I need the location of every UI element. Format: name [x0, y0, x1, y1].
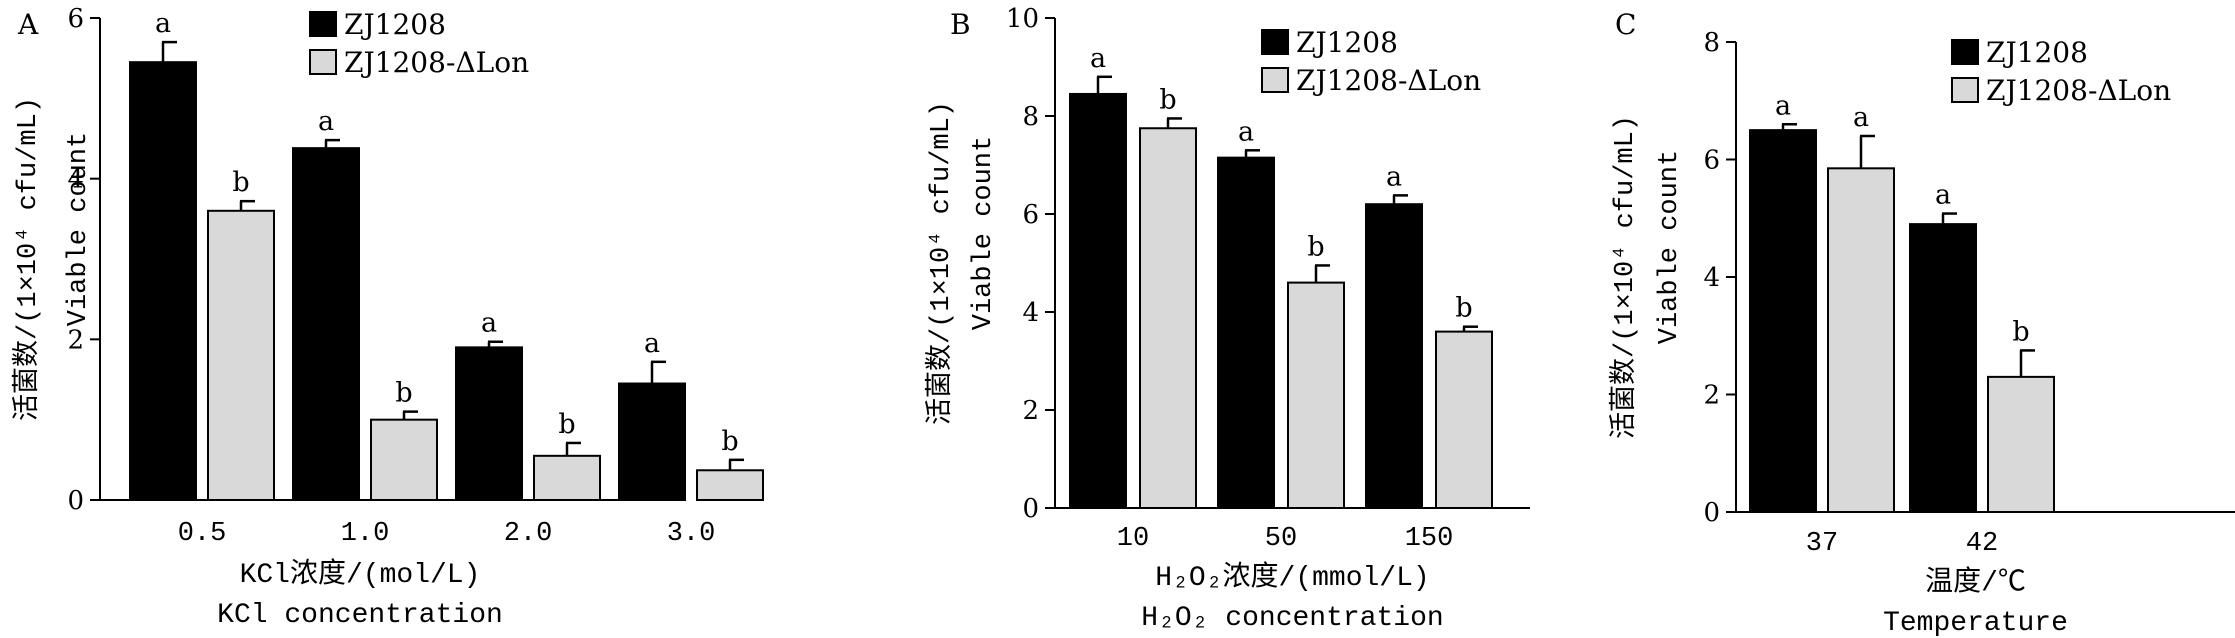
legend-label: ZJ1208: [344, 8, 446, 41]
chart-panel-B: B 0 2 4 6 8 10 活菌数/(1×10⁴ cfu/mL) Viable count a b…: [924, 4, 1530, 634]
y-axis-label-cn: 活菌数/(1×10⁴ cfu/mL): [924, 101, 957, 425]
y-axis-label-en: Viable count: [1655, 150, 1685, 344]
chart-panel-C: C 0 2 4 6 8 活菌数/(1×10⁴ cfu/mL) Viable count a a 37…: [1608, 8, 2235, 638]
bar-zj1208-dlon: [1827, 167, 1895, 513]
chart-panel-A: A 0 2 4 6 活菌数/(1×10⁴ cfu/mL) Viable count a b 0.5…: [11, 4, 764, 631]
legend-swatch: [309, 11, 337, 37]
significance-label: a: [1238, 116, 1254, 147]
x-tick-label: 3.0: [667, 519, 716, 549]
bar-zj1208-dlon: [1987, 375, 2055, 513]
significance-label: b: [1307, 231, 1324, 262]
significance-label: b: [1455, 293, 1472, 324]
legend-label: ZJ1208: [1986, 36, 2088, 69]
bar-zj1208-dlon: [1287, 281, 1345, 509]
bar-zj1208: [455, 346, 523, 501]
x-tick-label: 1.0: [341, 519, 390, 549]
significance-label: b: [232, 167, 249, 198]
x-tick-label: 50: [1265, 524, 1297, 554]
bar-zj1208: [1365, 203, 1423, 509]
y-tick-label: 4: [1703, 263, 1720, 293]
significance-label: b: [721, 426, 738, 457]
y-tick-label: 0: [1703, 498, 1720, 528]
x-axis-label-en: H₂O₂ concentration: [1141, 603, 1443, 634]
y-tick-label: 2: [1022, 396, 1039, 426]
significance-label: a: [1386, 161, 1402, 192]
significance-label: a: [644, 328, 660, 359]
significance-label: a: [1775, 90, 1791, 121]
significance-label: b: [395, 378, 412, 409]
legend: ZJ1208 ZJ1208-ΔLon: [1261, 26, 1481, 97]
y-tick-label: 0: [67, 486, 84, 516]
significance-label: a: [155, 8, 171, 39]
legend: ZJ1208 ZJ1208-ΔLon: [309, 8, 529, 79]
significance-label: a: [1090, 43, 1106, 74]
y-axis-label-cn: 活菌数/(1×10⁴ cfu/mL): [11, 97, 44, 421]
bar-zj1208: [1217, 156, 1275, 509]
y-tick-label: 10: [1006, 4, 1039, 34]
significance-label: a: [1935, 180, 1951, 211]
y-tick-label: 8: [1703, 28, 1720, 58]
legend-label: ZJ1208-ΔLon: [344, 46, 529, 79]
y-tick-label: 6: [1703, 146, 1720, 176]
y-tick-label: 6: [1022, 200, 1039, 230]
y-tick-label: 8: [1022, 102, 1039, 132]
y-tick-label: 6: [67, 4, 84, 34]
legend-label: ZJ1208-ΔLon: [1296, 64, 1481, 97]
significance-label: b: [2012, 316, 2029, 347]
bar-zj1208: [1069, 92, 1127, 509]
significance-label: a: [318, 106, 334, 137]
y-tick-label: 2: [1703, 381, 1720, 411]
legend-label: ZJ1208-ΔLon: [1986, 74, 2171, 107]
significance-label: b: [558, 409, 575, 440]
legend: ZJ1208 ZJ1208-ΔLon: [1951, 36, 2171, 107]
x-tick-label: 37: [1806, 529, 1838, 559]
y-tick-label: 0: [1022, 494, 1039, 524]
bar-zj1208-dlon: [1139, 127, 1197, 509]
x-tick-label: 42: [1966, 529, 1998, 559]
y-axis-label-en: Viable count: [969, 136, 999, 330]
x-axis-label-cn: H₂O₂浓度/(mmol/L): [1155, 560, 1429, 594]
y-axis-label-en: Viable count: [64, 132, 94, 326]
bar-zj1208: [1909, 223, 1977, 513]
x-axis-label-cn: 温度/℃: [1925, 565, 2026, 599]
x-tick-label: 2.0: [504, 519, 553, 549]
legend-swatch: [1261, 29, 1289, 55]
y-tick-label: 4: [1022, 298, 1039, 328]
x-tick-label: 10: [1117, 524, 1149, 554]
y-tick-label: 4: [67, 165, 84, 195]
legend-swatch: [1951, 77, 1979, 103]
legend-swatch: [1951, 39, 1979, 65]
y-axis-label-cn: 活菌数/(1×10⁴ cfu/mL): [1608, 115, 1641, 439]
bar-zj1208: [618, 382, 686, 501]
bar-zj1208: [129, 61, 197, 502]
significance-label: a: [481, 308, 497, 339]
x-tick-label: 0.5: [178, 519, 227, 549]
bar-zj1208-dlon: [1435, 330, 1493, 509]
bar-zj1208-dlon: [207, 209, 275, 502]
bar-zj1208-dlon: [533, 454, 601, 502]
bar-zj1208-dlon: [696, 469, 764, 502]
panel-label: A: [17, 8, 39, 41]
x-axis-label-en: KCl concentration: [217, 600, 503, 631]
legend-swatch: [1261, 67, 1289, 93]
x-axis-label-en: Temperature: [1883, 608, 2068, 638]
legend-swatch: [309, 49, 337, 75]
significance-label: b: [1159, 84, 1176, 115]
y-tick-label: 2: [67, 325, 84, 355]
panel-label: C: [1615, 8, 1636, 41]
legend-label: ZJ1208: [1296, 26, 1398, 59]
significance-label: a: [1853, 102, 1869, 133]
bar-zj1208: [1749, 129, 1817, 513]
bar-zj1208: [292, 147, 360, 501]
x-tick-label: 150: [1405, 524, 1454, 554]
panel-label: B: [950, 8, 971, 41]
bar-zj1208-dlon: [370, 418, 438, 501]
x-axis-label-cn: KCl浓度/(mol/L): [240, 557, 481, 591]
